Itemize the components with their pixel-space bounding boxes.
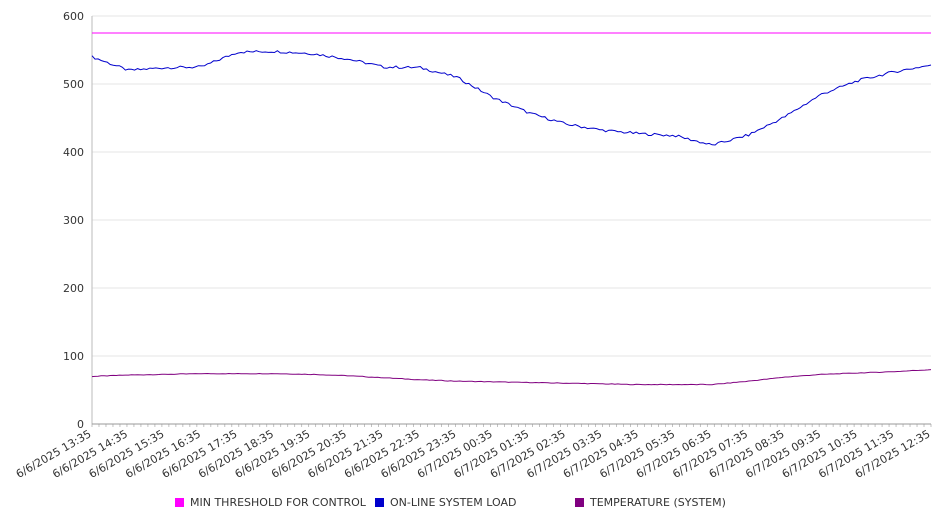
legend-swatch-system-load — [375, 498, 384, 507]
y-tick-label: 600 — [63, 10, 84, 23]
y-tick-label: 0 — [77, 418, 84, 431]
y-tick-label: 100 — [63, 350, 84, 363]
series-line-on-line-system-load — [91, 50, 932, 146]
legend-swatch-temperature — [575, 498, 584, 507]
legend-item-system-load: ON-LINE SYSTEM LOAD — [375, 496, 516, 509]
legend-item-threshold: MIN THRESHOLD FOR CONTROL — [175, 496, 366, 509]
legend: MIN THRESHOLD FOR CONTROL ON-LINE SYSTEM… — [0, 496, 946, 516]
y-tick-label: 500 — [63, 78, 84, 91]
legend-label-temperature: TEMPERATURE (SYSTEM) — [590, 496, 726, 509]
y-tick-label: 300 — [63, 214, 84, 227]
gridlines — [92, 15, 931, 357]
y-tick-label: 200 — [63, 282, 84, 295]
series-lines — [91, 32, 932, 386]
legend-item-temperature: TEMPERATURE (SYSTEM) — [575, 496, 726, 509]
axes — [91, 16, 932, 427]
legend-swatch-threshold — [175, 498, 184, 507]
legend-label-system-load: ON-LINE SYSTEM LOAD — [390, 496, 517, 509]
legend-label-threshold: MIN THRESHOLD FOR CONTROL — [190, 496, 366, 509]
series-line-temperature-system — [91, 369, 932, 386]
y-tick-label: 400 — [63, 146, 84, 159]
